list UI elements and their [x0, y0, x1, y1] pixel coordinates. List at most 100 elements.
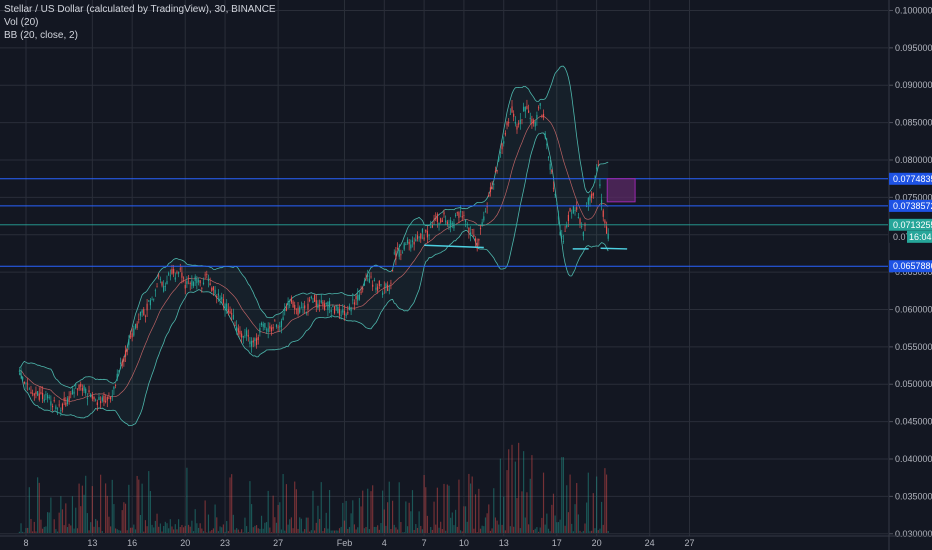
candle-body — [275, 324, 278, 327]
volume-bar — [224, 531, 226, 533]
candle-body — [249, 341, 251, 344]
user-drawings[interactable] — [0, 178, 888, 267]
candle-body — [546, 143, 548, 146]
candle-body — [226, 303, 228, 310]
volume-bar — [597, 530, 599, 533]
support-trend-line[interactable] — [424, 244, 484, 249]
candle-body — [418, 236, 420, 238]
volume-bar — [445, 530, 447, 533]
candle-body — [348, 306, 351, 310]
volume-bar — [529, 478, 531, 533]
candle-body — [597, 164, 599, 166]
bb-lower-band — [19, 132, 609, 427]
target-zone-rectangle[interactable] — [606, 178, 636, 203]
volume-bar — [255, 525, 258, 533]
price-tag-level-3-label: 0.06578862 — [893, 261, 932, 271]
candle-body — [131, 333, 133, 338]
candle-body — [607, 233, 609, 239]
candle-body — [48, 396, 50, 398]
volume-bar — [27, 527, 29, 533]
legend-symbol[interactable]: Stellar / US Dollar (calculated by Tradi… — [4, 4, 276, 15]
candle-body — [123, 357, 125, 362]
candle-body — [28, 388, 30, 390]
chart-legend: Stellar / US Dollar (calculated by Tradi… — [4, 3, 276, 42]
candle-body — [50, 401, 52, 406]
candle-body — [438, 222, 440, 225]
candle-body — [400, 254, 402, 256]
price-tag-level-1-bg — [889, 172, 932, 185]
volume-bar — [105, 483, 107, 533]
candle-body — [73, 391, 75, 394]
volume-bar — [207, 514, 210, 533]
volume-bar — [542, 472, 545, 533]
volume-bar — [436, 487, 438, 533]
volume-bar — [587, 472, 589, 533]
legend-bollinger[interactable]: BB (20, close, 2) — [4, 30, 78, 41]
volume-bar — [159, 523, 161, 533]
candle-body — [302, 306, 304, 308]
volume-bar — [35, 531, 37, 533]
candle-body — [596, 167, 598, 169]
volume-bar — [328, 490, 331, 533]
volume-bar — [153, 527, 155, 533]
volume-bar — [592, 493, 594, 533]
x-tick-label: 20 — [180, 538, 190, 548]
volume-bar — [217, 531, 219, 533]
candle-body — [498, 156, 500, 161]
volume-bar — [420, 525, 422, 533]
volume-bar — [446, 484, 448, 533]
candle-body — [60, 410, 62, 411]
volume-bar — [551, 504, 553, 533]
candle-body — [388, 289, 390, 291]
candle-body — [224, 303, 226, 311]
candle-body — [544, 133, 546, 138]
volume-bar — [440, 521, 442, 533]
candle-body — [32, 393, 34, 395]
volume-bar — [519, 528, 521, 533]
volume-bar — [45, 526, 47, 533]
volume-bar — [464, 506, 467, 533]
candle-body — [509, 113, 511, 115]
volume-bar — [368, 529, 370, 533]
legend-volume[interactable]: Vol (20) — [4, 17, 39, 28]
volume-bar — [498, 524, 500, 533]
candle-body — [468, 227, 470, 233]
volume-bar — [405, 501, 407, 533]
candle-body — [138, 318, 140, 320]
partial-price-label: 0.070 — [893, 232, 916, 242]
volume-bar — [70, 525, 72, 533]
candle-body — [320, 300, 322, 303]
volume-bar — [433, 501, 435, 533]
candle-body — [231, 313, 233, 315]
volume-bar — [466, 521, 468, 533]
volume-bar — [382, 490, 384, 533]
support-trend-line[interactable] — [600, 247, 628, 250]
candle-body — [396, 248, 399, 250]
price-tag-level-1-label: 0.07748359 — [893, 174, 932, 184]
candle-body — [542, 113, 545, 118]
candle-body — [173, 268, 175, 274]
candle-body — [357, 294, 359, 301]
candle-body — [35, 391, 37, 395]
volume-bar — [591, 530, 593, 533]
time-axis[interactable]: 8 13 16 20 23 27 Feb 4 7 10 13 17 20 24 27 — [0, 535, 932, 548]
candle-body — [547, 156, 550, 158]
y-tick-label: 0.08000000 — [895, 155, 932, 165]
candle-body — [166, 280, 168, 285]
bb-fill — [19, 66, 609, 426]
volume-bar — [290, 517, 292, 533]
volume-bar — [526, 492, 528, 533]
price-axis[interactable]: 0.10000000 0.09500000 0.09000000 0.08500000… — [888, 0, 932, 550]
volume-bar — [582, 530, 584, 533]
candle-body — [284, 309, 286, 312]
volume-bar — [390, 528, 392, 533]
volume-bar — [212, 528, 215, 533]
candle-body — [330, 309, 332, 312]
candle-body — [81, 387, 83, 391]
candle-body — [207, 278, 210, 282]
candle-body — [118, 370, 120, 372]
candle-body — [483, 216, 485, 221]
volume-bar — [396, 529, 399, 533]
candle-body — [589, 195, 591, 201]
